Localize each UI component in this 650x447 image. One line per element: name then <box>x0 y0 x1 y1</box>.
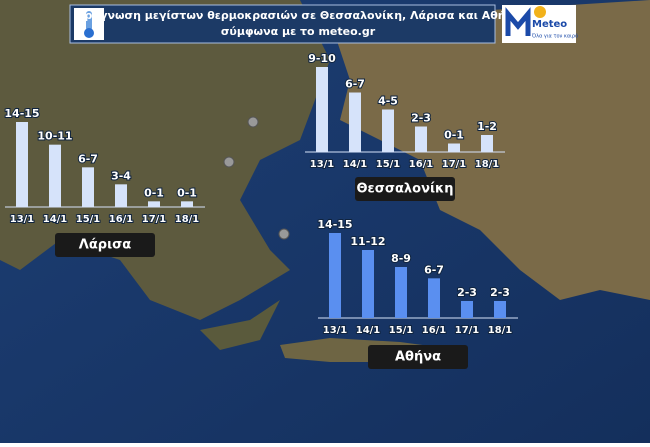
bar <box>115 184 127 207</box>
x-tick-label: 13/1 <box>323 325 348 336</box>
bar <box>148 201 160 207</box>
x-tick-label: 15/1 <box>376 159 401 170</box>
x-tick-label: 15/1 <box>76 214 101 225</box>
bar <box>362 250 374 318</box>
bar <box>395 267 407 318</box>
value-label: 11-12 <box>350 235 385 248</box>
logo-sun <box>534 6 546 18</box>
bar <box>49 144 61 207</box>
land-peloponnese <box>200 300 280 350</box>
city-box <box>368 345 468 369</box>
value-label: 3-4 <box>111 169 131 182</box>
bar <box>481 135 493 152</box>
value-label: 0-1 <box>444 129 464 142</box>
bar <box>316 67 328 152</box>
city-label: Θεσσαλονίκη <box>356 182 453 197</box>
city-label: Λάρισα <box>79 238 131 253</box>
x-tick-label: 18/1 <box>475 159 500 170</box>
value-label: 1-2 <box>477 120 497 133</box>
value-label: 10-11 <box>37 130 72 143</box>
x-tick-label: 15/1 <box>389 325 414 336</box>
x-tick-label: 17/1 <box>142 214 167 225</box>
value-label: 8-9 <box>391 252 411 265</box>
value-label: 6-7 <box>345 78 365 91</box>
logo-name: Meteo <box>532 19 567 30</box>
value-label: 9-10 <box>308 52 336 65</box>
logo-tagline: Όλα για τον καιρό <box>531 33 578 40</box>
x-tick-label: 14/1 <box>343 159 368 170</box>
city-label: Αθήνα <box>395 350 441 365</box>
value-label: 2-3 <box>457 286 477 299</box>
x-tick-label: 18/1 <box>488 325 513 336</box>
x-tick-label: 16/1 <box>409 159 434 170</box>
marker-athens <box>278 228 290 240</box>
x-tick-label: 17/1 <box>455 325 480 336</box>
x-tick-label: 18/1 <box>175 214 200 225</box>
header-title: Πρόγνωση μεγίστων θερμοκρασιών σε Θεσσαλ… <box>75 9 521 22</box>
bar <box>382 109 394 152</box>
x-tick-label: 17/1 <box>442 159 467 170</box>
header-subtitle: σύμφωνα με το meteo.gr <box>221 25 376 38</box>
x-tick-label: 14/1 <box>356 325 381 336</box>
x-tick-label: 14/1 <box>43 214 68 225</box>
marker-thessaloniki <box>247 116 259 128</box>
x-tick-label: 13/1 <box>10 214 35 225</box>
value-label: 4-5 <box>378 95 398 108</box>
bar <box>461 301 473 318</box>
thermometer-icon <box>86 11 92 31</box>
x-tick-label: 16/1 <box>422 325 447 336</box>
value-label: 2-3 <box>490 286 510 299</box>
city-box <box>55 233 155 257</box>
bar <box>415 126 427 152</box>
value-label: 6-7 <box>78 152 98 165</box>
value-label: 6-7 <box>424 263 444 276</box>
logo-m <box>505 7 531 36</box>
header-bar <box>69 4 496 44</box>
bar <box>428 278 440 318</box>
bar <box>494 301 506 318</box>
value-label: 2-3 <box>411 112 431 125</box>
city-box <box>355 177 455 201</box>
x-tick-label: 13/1 <box>310 159 335 170</box>
thermometer-bulb <box>84 28 94 38</box>
value-label: 14-15 <box>4 107 39 120</box>
value-label: 0-1 <box>144 186 164 199</box>
bar <box>349 92 361 152</box>
value-label: 0-1 <box>177 186 197 199</box>
bar <box>181 201 193 207</box>
bar <box>329 233 341 318</box>
value-label: 14-15 <box>317 218 352 231</box>
marker-larisa <box>223 156 235 168</box>
bar <box>82 167 94 207</box>
bar <box>16 122 28 207</box>
x-tick-label: 16/1 <box>109 214 134 225</box>
bar <box>448 143 460 152</box>
